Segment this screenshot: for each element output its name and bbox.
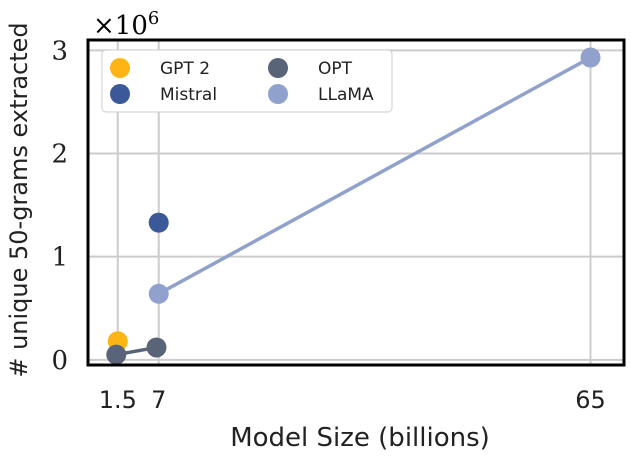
legend-label-llama: LLaMA (318, 85, 374, 105)
y-tick-label: 1 (51, 243, 68, 273)
y-tick-label: 3 (51, 36, 68, 66)
plot-frame (86, 38, 626, 367)
legend-marker-gpt-2 (110, 58, 130, 78)
opt-point (106, 344, 127, 365)
x-tick-label: 65 (575, 386, 606, 414)
legend-label-mistral: Mistral (160, 85, 217, 105)
x-tick-label: 7 (151, 386, 166, 414)
legend-marker-mistral (110, 84, 130, 104)
x-tick-label: 1.5 (99, 386, 137, 414)
y-scale-label: ×106 (93, 8, 159, 41)
legend-label-opt: OPT (318, 59, 353, 79)
x-axis-label: Model Size (billions) (230, 423, 490, 453)
tick-labels: 1.5 7 65 0 1 2 3 (51, 36, 605, 414)
y-tick-label: 2 (51, 139, 68, 169)
opt-point (146, 337, 167, 358)
legend: GPT 2 OPT Mistral LLaMA (101, 49, 393, 113)
legend-marker-llama (268, 84, 288, 104)
y-axis-label: # unique 50-grams extracted (5, 22, 33, 377)
mistral-point (148, 212, 169, 233)
llama-point (580, 47, 601, 68)
y-tick-label: 0 (51, 346, 68, 376)
legend-box (101, 49, 393, 113)
legend-marker-opt (268, 58, 288, 78)
llama-point (148, 283, 169, 304)
llama-line (157, 56, 592, 296)
legend-label-gpt-2: GPT 2 (160, 59, 210, 79)
series-layer (106, 47, 601, 365)
